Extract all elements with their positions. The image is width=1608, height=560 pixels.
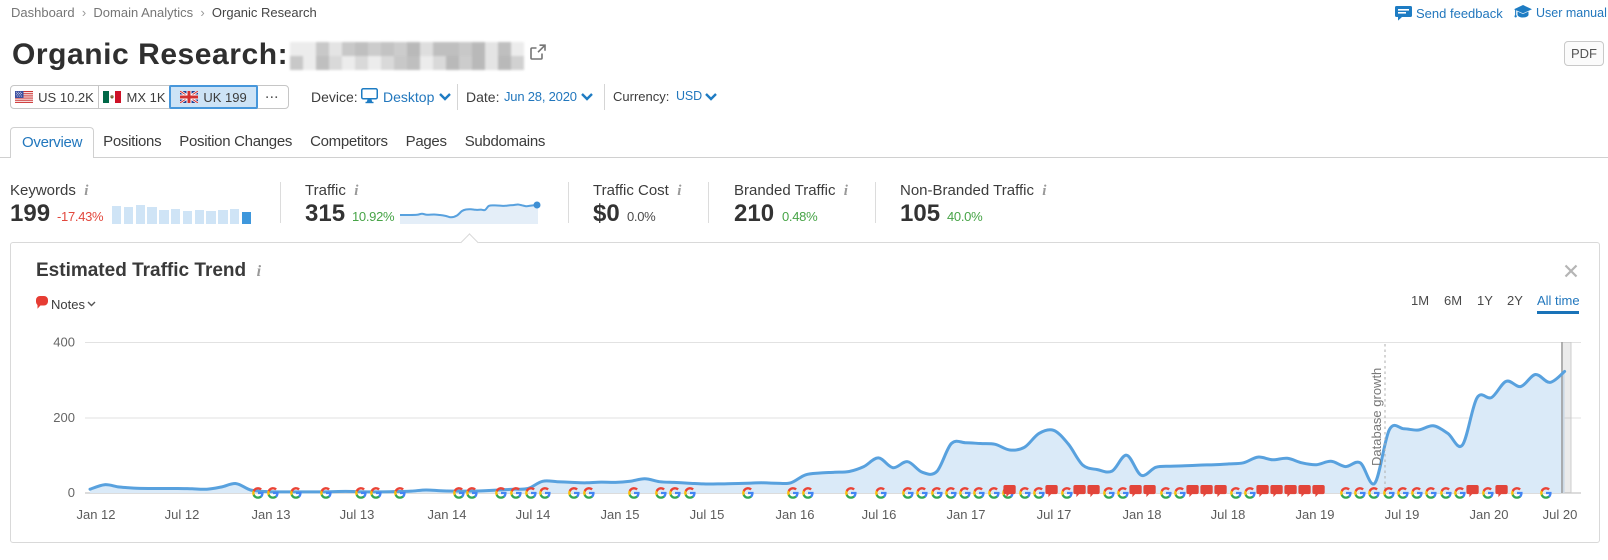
svg-text:Jul 20: Jul 20 <box>1543 507 1578 522</box>
svg-text:Jan 16: Jan 16 <box>775 507 814 522</box>
svg-text:Jul 13: Jul 13 <box>340 507 375 522</box>
svg-text:Jan 15: Jan 15 <box>600 507 639 522</box>
svg-text:0: 0 <box>68 485 75 500</box>
svg-text:Jan 12: Jan 12 <box>76 507 115 522</box>
svg-text:Jan 13: Jan 13 <box>251 507 290 522</box>
svg-text:Jul 12: Jul 12 <box>165 507 200 522</box>
svg-text:Jan 19: Jan 19 <box>1295 507 1334 522</box>
svg-text:Jan 18: Jan 18 <box>1122 507 1161 522</box>
svg-text:Jul 14: Jul 14 <box>516 507 551 522</box>
svg-text:200: 200 <box>53 410 75 425</box>
svg-text:Jul 18: Jul 18 <box>1211 507 1246 522</box>
svg-text:Jul 19: Jul 19 <box>1385 507 1420 522</box>
svg-text:Jan 17: Jan 17 <box>946 507 985 522</box>
svg-text:Jan 14: Jan 14 <box>427 507 466 522</box>
svg-text:Jan 20: Jan 20 <box>1469 507 1508 522</box>
svg-text:Jul 16: Jul 16 <box>862 507 897 522</box>
svg-text:400: 400 <box>53 335 75 350</box>
svg-text:Jul 17: Jul 17 <box>1037 507 1072 522</box>
svg-text:Jul 15: Jul 15 <box>690 507 725 522</box>
svg-text:Database growth: Database growth <box>1369 368 1384 466</box>
